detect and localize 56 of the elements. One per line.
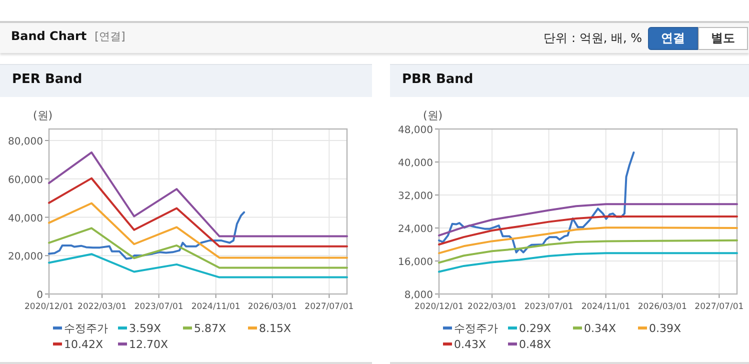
legend-label: 0.48X [519, 338, 552, 351]
legend-label: 수정주가 [64, 322, 108, 335]
line-series [48, 211, 246, 260]
text: 별도 [698, 26, 748, 50]
x-tick-label: 2023/07/01 [524, 302, 574, 312]
y-tick-label: 16,000 [398, 257, 433, 268]
text: 단위 : 억원, 배, % [544, 30, 642, 46]
line-series [438, 226, 738, 254]
line-series [48, 253, 348, 278]
y-tick-label: 80,000 [8, 136, 43, 148]
y-tick-label: 40,000 [8, 213, 43, 224]
legend-label: 0.29X [519, 322, 552, 335]
legend-label: 0.39X [649, 322, 682, 335]
chart-title: PER Band [12, 72, 82, 87]
x-tick-label: 2022/03/01 [468, 302, 517, 312]
legend-label: 3.59X [129, 322, 162, 335]
x-tick-label: 2027/07/01 [304, 302, 354, 312]
text: Band Chart [11, 29, 87, 43]
legend-label: 8.15X [259, 322, 292, 335]
y-tick-label: 0 [36, 290, 43, 301]
x-tick-label: 2022/03/01 [78, 302, 127, 312]
y-axis-title: (원) [33, 109, 53, 122]
legend-label: 10.42X [64, 338, 104, 351]
line-series [438, 215, 738, 246]
line-series [48, 227, 348, 269]
text: 연결 [648, 26, 698, 50]
y-axis-title: (원) [423, 109, 443, 122]
line-series [438, 239, 738, 264]
y-tick-label: 8,000 [404, 290, 433, 301]
x-tick-label: 2024/11/01 [191, 302, 240, 312]
y-tick-label: 32,000 [398, 191, 433, 202]
y-tick-label: 40,000 [398, 158, 433, 169]
legend-label: 수정주가 [454, 322, 498, 335]
y-tick-label: 24,000 [398, 224, 433, 235]
legend-label: 12.70X [129, 338, 168, 351]
y-tick-label: 48,000 [398, 125, 433, 136]
legend-label: 0.34X [584, 322, 616, 335]
x-tick-label: 2027/07/01 [694, 302, 744, 312]
line-series [438, 203, 738, 236]
x-tick-label: 2020/12/01 [414, 302, 464, 312]
line-series [438, 252, 738, 273]
x-tick-label: 2026/03/01 [638, 302, 687, 312]
y-tick-label: 60,000 [8, 174, 43, 186]
legend-label: 0.43X [454, 338, 486, 351]
line-series [48, 202, 348, 259]
x-tick-label: 2024/11/01 [581, 302, 630, 312]
line-series [438, 152, 635, 254]
text: [연결] [94, 29, 126, 44]
legend-label: 5.87X [194, 322, 226, 335]
line-series [48, 177, 348, 248]
x-tick-label: 2026/03/01 [248, 302, 297, 312]
x-tick-label: 2020/12/01 [24, 302, 74, 312]
line-series [48, 151, 348, 238]
chart-title: PBR Band [402, 72, 474, 87]
y-tick-label: 20,000 [8, 252, 43, 263]
x-tick-label: 2023/07/01 [134, 302, 184, 312]
